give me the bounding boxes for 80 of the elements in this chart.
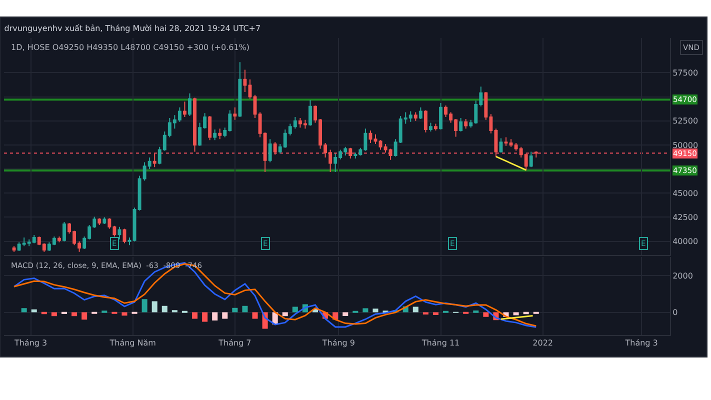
bar [72,312,78,316]
candlestick [233,106,237,120]
candlestick [12,246,16,252]
bar [362,308,368,312]
bar [432,312,438,316]
chart-title: drvunguyenhv xuất bản, Tháng Mười hai 28, 2021 19:24 UTC+7 [4,24,261,33]
y-tick-label: 42500 [672,213,698,222]
candlestick [102,216,106,224]
candlestick [418,106,422,120]
candlestick [57,236,61,243]
y-tick-label: 52500 [672,116,698,126]
candlestick [459,117,463,132]
bar [41,312,47,314]
candlestick [414,112,418,122]
candlestick [499,138,503,154]
bar [473,310,479,313]
bar [21,308,27,312]
candlestick [62,222,66,242]
candlestick [308,100,312,126]
bar [252,312,258,319]
bar [202,312,208,322]
candlestick [464,118,468,130]
candlestick [152,153,156,168]
bar [523,312,529,314]
candlestick [268,138,272,163]
candlestick [128,236,132,246]
bar [82,312,88,320]
candlestick [378,140,382,150]
bar [162,306,168,312]
x-tick-label: Tháng Năm [108,338,156,348]
bar [342,312,348,316]
candlestick [218,128,222,140]
candlestick [182,101,186,118]
bar [212,312,218,321]
bar [372,308,378,312]
y-tick-label: 0 [672,308,678,318]
bar [232,308,238,312]
candlestick [374,134,378,144]
bar [152,301,158,312]
candlestick [529,151,533,168]
x-tick-label: Tháng 7 [218,338,252,348]
bar [31,309,37,312]
candlestick [428,122,432,132]
bar [242,306,248,312]
bar [412,306,418,312]
candlestick [424,110,428,133]
y-tick-label: 57500 [672,68,698,78]
candlestick [238,62,242,118]
bar [142,299,148,312]
candlestick [188,92,192,117]
candlestick [434,123,438,132]
x-tick-label: Tháng 9 [321,338,355,348]
candlestick [208,116,212,141]
y-tick-label: 50000 [672,140,698,150]
x-tick-label: Tháng 3 [624,338,658,348]
bar [222,312,228,319]
candlestick [213,129,217,141]
candlestick [504,136,508,146]
bar [292,306,298,312]
bar [122,312,128,316]
y-tick-label: 40000 [672,237,698,246]
bar [282,312,288,316]
x-tick-label: Tháng 11 [420,338,460,348]
x-tick-label: 2022 [532,338,553,348]
candlestick [348,147,352,159]
candlestick [98,218,102,226]
candlestick [248,78,252,100]
y-tick-label: 45000 [672,188,698,198]
y-tick-label: 2000 [672,271,693,280]
bar [192,312,198,319]
candlestick [368,130,372,144]
bar [483,312,489,317]
text: 1D, HOSE O49250 H49350 L48700 C49150 +300 (+0.61%) [11,43,250,52]
candlestick [534,150,538,158]
bar [51,312,57,316]
x-tick-label: Tháng 3 [13,338,48,348]
candlestick [243,69,247,92]
candlestick [193,97,196,152]
candlestick [273,142,277,156]
candlestick [439,102,442,130]
